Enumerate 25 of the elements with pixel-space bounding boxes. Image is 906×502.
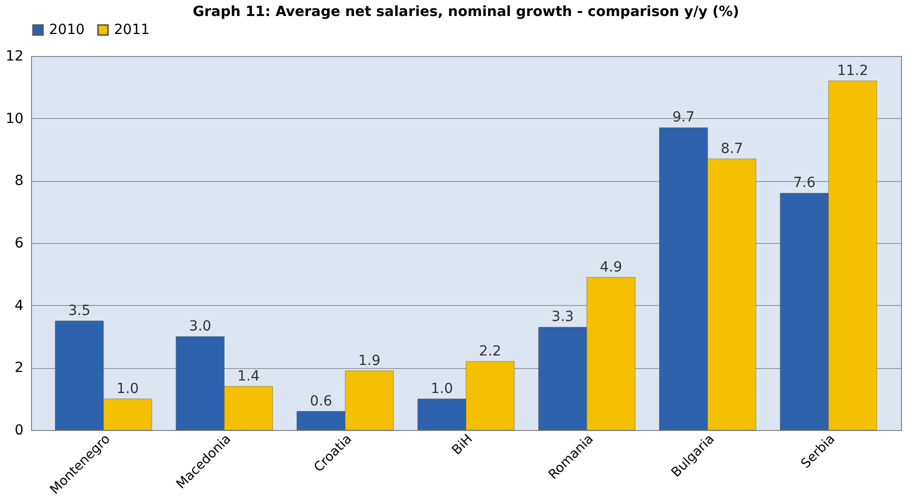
- data-label: 9.7: [672, 110, 695, 126]
- data-label: 3.0: [189, 318, 212, 334]
- y-tick-label: 4: [14, 298, 24, 314]
- legend-label: 2010: [49, 22, 85, 38]
- chart-title: Graph 11: Average net salaries, nominal growth - comparison y/y (%): [192, 4, 740, 20]
- data-label: 11.2: [837, 62, 868, 79]
- y-tick-label: 2: [14, 360, 24, 376]
- data-label: 7.6: [793, 175, 816, 192]
- data-label: 1.9: [358, 352, 380, 369]
- data-label: 1.0: [430, 380, 453, 397]
- y-tick-label: 6: [14, 236, 24, 252]
- y-tick-label: 8: [14, 173, 24, 190]
- data-label: 2.2: [479, 343, 502, 360]
- data-label: 3.3: [552, 309, 574, 326]
- data-label: 1.0: [116, 380, 139, 397]
- data-label: 3.5: [68, 302, 90, 319]
- data-label: 0.6: [310, 393, 332, 410]
- legend-label: 2011: [114, 22, 150, 38]
- data-label: 4.9: [600, 259, 622, 276]
- data-label: 1.4: [237, 368, 260, 384]
- x-tick-label: BiH: [450, 432, 476, 458]
- data-label: 8.7: [720, 140, 743, 157]
- y-tick-label: 10: [6, 110, 24, 127]
- y-tick-label: 12: [6, 48, 24, 64]
- y-tick-label: 0: [14, 422, 24, 438]
